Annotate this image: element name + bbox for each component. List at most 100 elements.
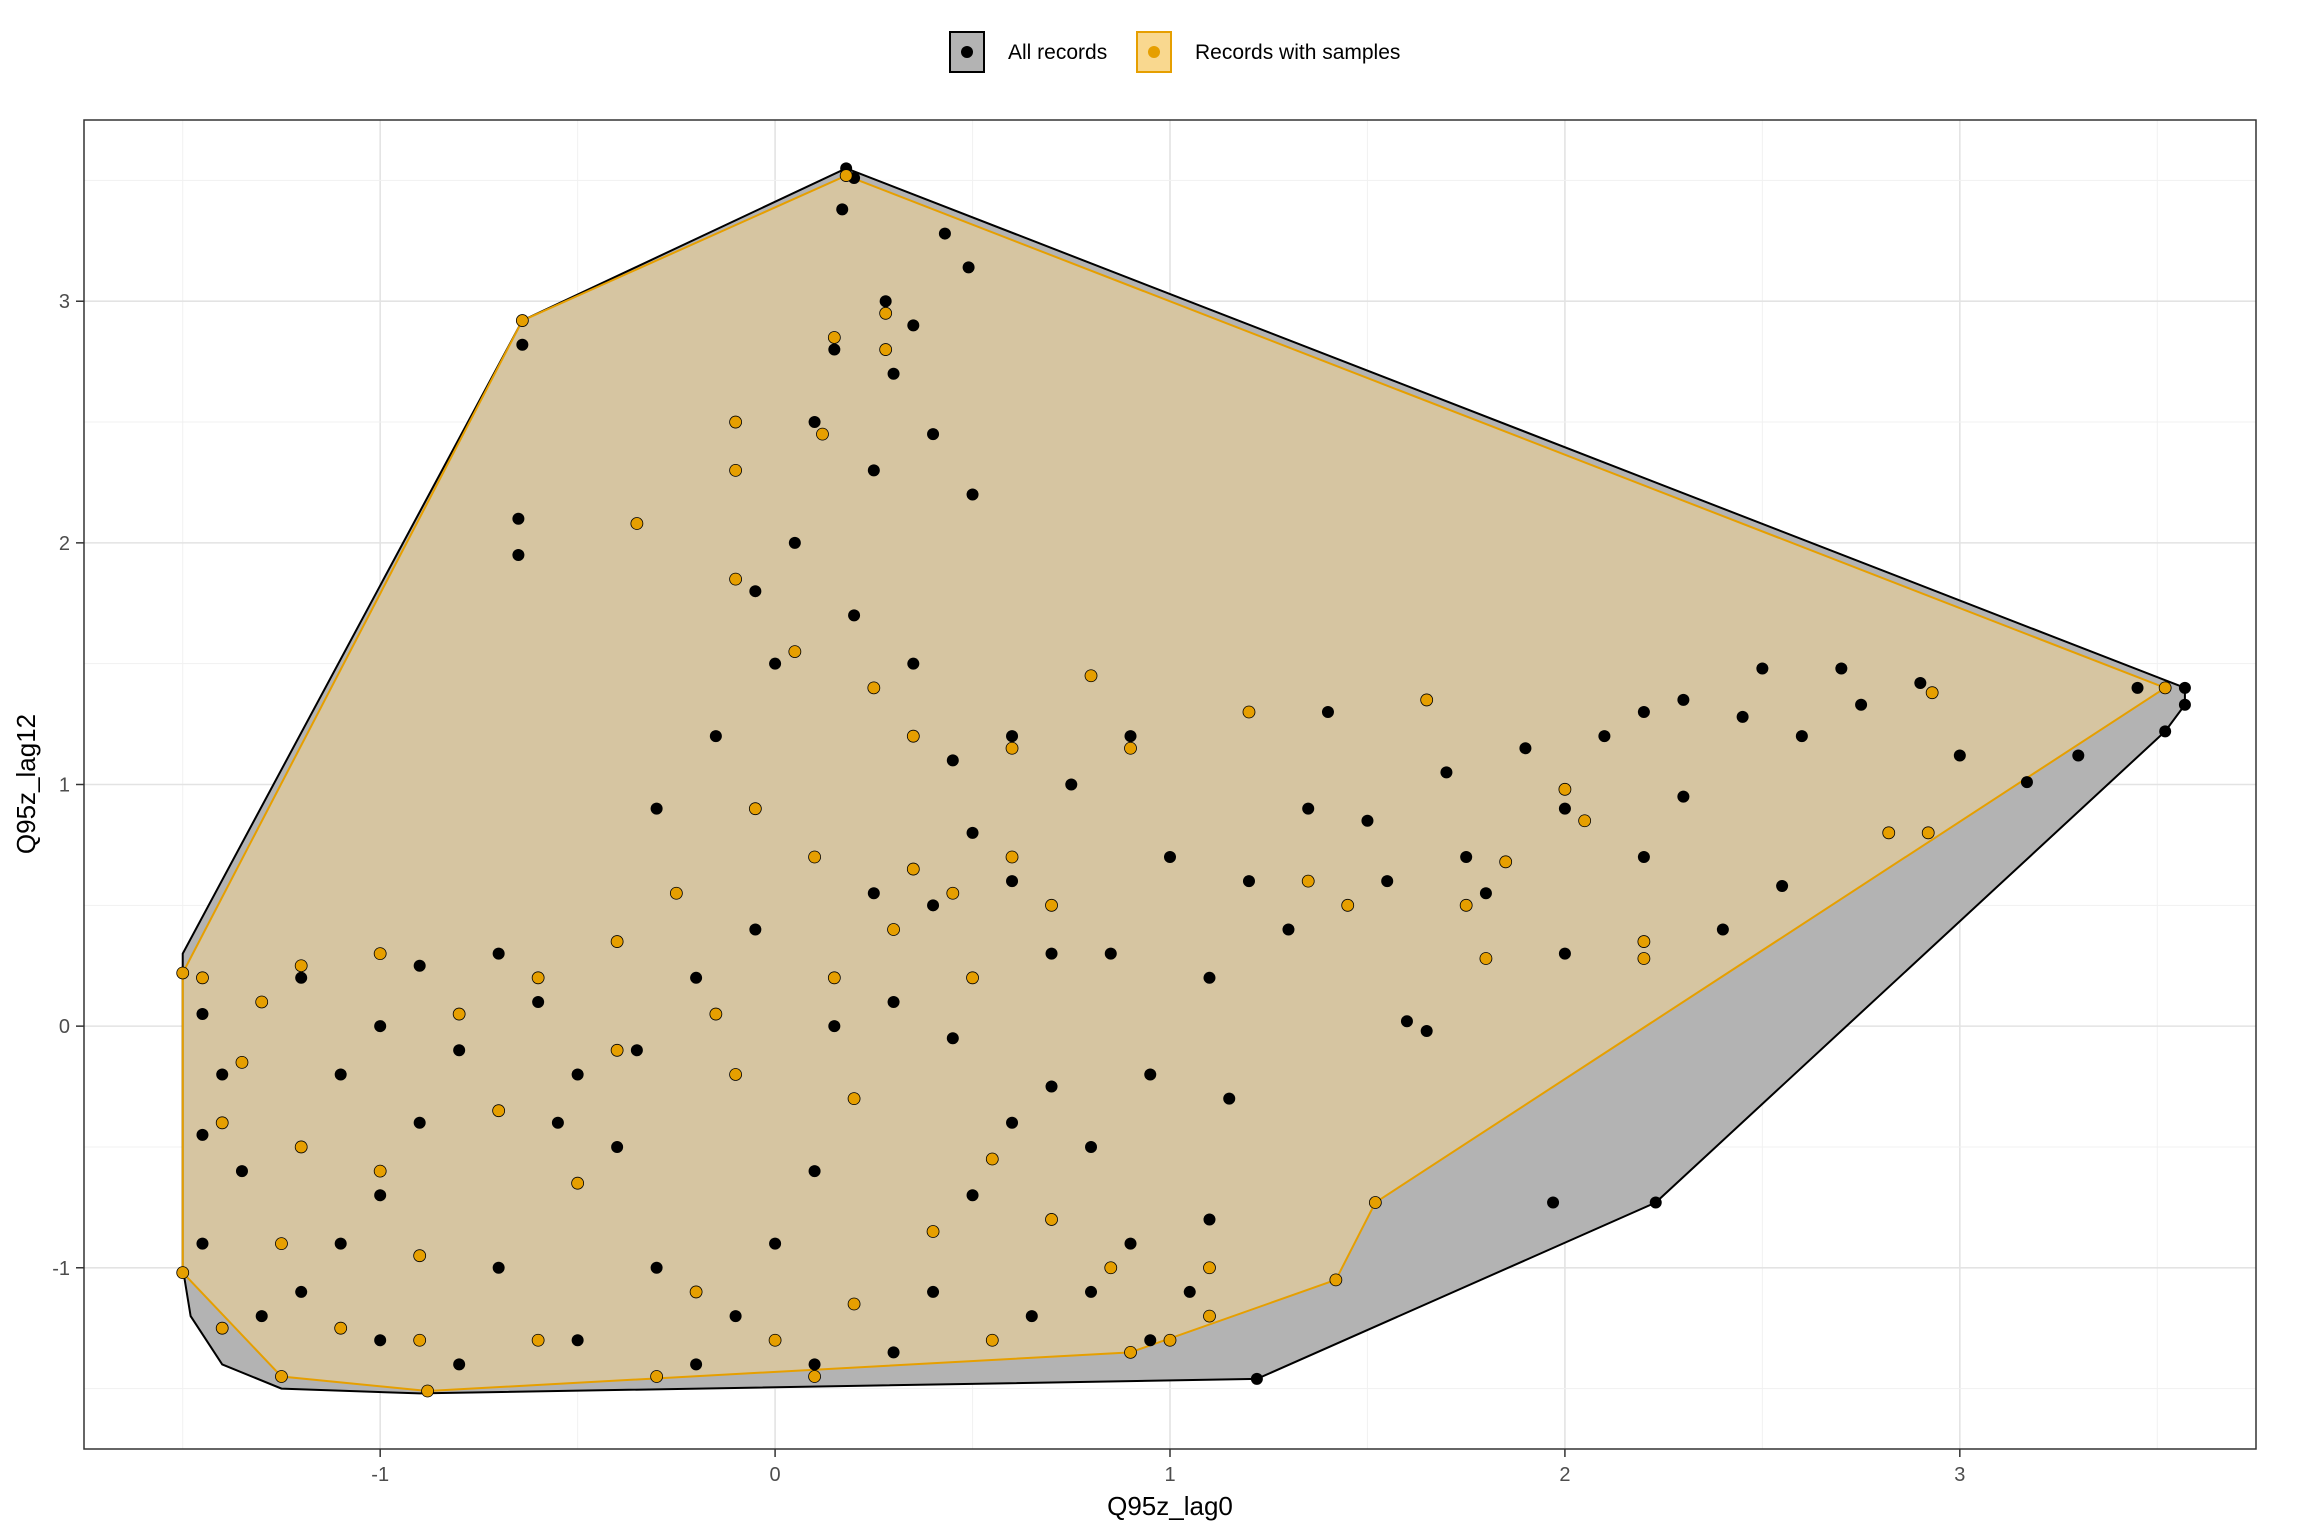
point-records-with-samples bbox=[808, 850, 821, 864]
point-all-records bbox=[927, 899, 940, 912]
point-all-records bbox=[1649, 1196, 1662, 1209]
point-records-with-samples bbox=[966, 971, 979, 985]
point-records-with-samples bbox=[1005, 850, 1019, 864]
point-records-with-samples bbox=[515, 314, 529, 327]
legend-label-records-with-samples: Records with samples bbox=[1195, 41, 1400, 64]
point-records-with-samples bbox=[839, 169, 853, 182]
point-records-with-samples bbox=[531, 1333, 545, 1347]
point-all-records bbox=[1302, 802, 1315, 815]
point-records-with-samples bbox=[1368, 1196, 1382, 1209]
point-all-records bbox=[196, 1237, 209, 1250]
point-all-records bbox=[295, 1285, 308, 1298]
point-all-records bbox=[887, 367, 900, 380]
point-records-with-samples bbox=[985, 1333, 999, 1347]
point-all-records bbox=[516, 338, 529, 351]
point-all-records bbox=[2159, 725, 2172, 738]
point-all-records bbox=[966, 488, 979, 501]
y-tick-label: 2 bbox=[59, 533, 70, 555]
point-records-with-samples bbox=[689, 1285, 703, 1299]
point-records-with-samples bbox=[1084, 669, 1098, 683]
point-records-with-samples bbox=[294, 959, 308, 973]
point-records-with-samples bbox=[1242, 705, 1256, 719]
point-records-with-samples bbox=[729, 572, 742, 586]
point-records-with-samples bbox=[1459, 898, 1473, 912]
point-all-records bbox=[966, 1189, 979, 1202]
point-records-with-samples bbox=[748, 802, 762, 816]
point-all-records bbox=[1124, 730, 1137, 743]
point-all-records bbox=[887, 995, 900, 1008]
point-all-records bbox=[1045, 947, 1058, 960]
point-all-records bbox=[2131, 681, 2144, 694]
point-all-records bbox=[690, 971, 703, 984]
point-all-records bbox=[828, 1020, 841, 1033]
point-all-records bbox=[2072, 749, 2085, 762]
point-records-with-samples bbox=[906, 729, 920, 743]
point-records-with-samples bbox=[946, 886, 960, 900]
point-all-records bbox=[1460, 850, 1473, 863]
point-all-records bbox=[927, 428, 940, 441]
point-all-records bbox=[1085, 1285, 1098, 1298]
point-records-with-samples bbox=[334, 1321, 348, 1335]
point-records-with-samples bbox=[275, 1370, 288, 1383]
point-records-with-samples bbox=[1637, 935, 1651, 948]
point-records-with-samples bbox=[847, 1092, 861, 1106]
point-all-records bbox=[729, 1310, 742, 1323]
point-all-records bbox=[1519, 742, 1532, 755]
point-records-with-samples bbox=[1558, 782, 1572, 796]
point-records-with-samples bbox=[808, 1370, 821, 1383]
point-records-with-samples bbox=[413, 1249, 427, 1263]
point-all-records bbox=[1321, 706, 1334, 719]
y-tick-label: 0 bbox=[59, 1016, 70, 1038]
point-all-records bbox=[1914, 677, 1927, 690]
point-all-records bbox=[1065, 778, 1078, 791]
point-all-records bbox=[1598, 730, 1611, 743]
point-all-records bbox=[650, 802, 663, 815]
point-all-records bbox=[1361, 814, 1374, 827]
point-records-with-samples bbox=[768, 1333, 782, 1347]
point-all-records bbox=[1677, 693, 1690, 706]
point-all-records bbox=[512, 548, 525, 561]
point-all-records bbox=[867, 887, 880, 900]
point-all-records bbox=[690, 1358, 703, 1371]
point-all-records bbox=[1440, 766, 1453, 779]
point-records-with-samples bbox=[847, 1297, 861, 1311]
point-records-with-samples bbox=[709, 1007, 723, 1021]
point-all-records bbox=[334, 1068, 347, 1081]
legend-label-all-records: All records bbox=[1008, 41, 1107, 64]
point-records-with-samples bbox=[531, 971, 545, 985]
x-tick-label: 2 bbox=[1559, 1464, 1570, 1486]
point-records-with-samples bbox=[1124, 741, 1137, 755]
point-all-records bbox=[1006, 875, 1019, 888]
point-records-with-samples bbox=[650, 1370, 664, 1383]
point-all-records bbox=[867, 464, 880, 477]
point-all-records bbox=[453, 1044, 466, 1057]
point-all-records bbox=[848, 609, 861, 622]
point-all-records bbox=[808, 1358, 821, 1371]
x-tick-label: 1 bbox=[1164, 1464, 1175, 1486]
point-records-with-samples bbox=[1301, 874, 1315, 888]
point-records-with-samples bbox=[1882, 826, 1896, 840]
point-records-with-samples bbox=[610, 1043, 624, 1057]
point-all-records bbox=[453, 1358, 466, 1371]
y-tick-label: -1 bbox=[52, 1258, 70, 1280]
x-tick-label: 0 bbox=[770, 1464, 781, 1486]
point-records-with-samples bbox=[729, 463, 742, 477]
point-all-records bbox=[938, 227, 951, 240]
point-all-records bbox=[413, 959, 426, 972]
point-records-with-samples bbox=[1203, 1261, 1216, 1275]
point-records-with-samples bbox=[630, 517, 644, 530]
point-all-records bbox=[1835, 662, 1848, 675]
legend-marker-records-with-samples bbox=[1148, 46, 1160, 58]
point-all-records bbox=[769, 657, 782, 670]
point-all-records bbox=[808, 1165, 821, 1178]
point-all-records bbox=[1420, 1024, 1433, 1037]
point-records-with-samples bbox=[1420, 693, 1434, 707]
point-records-with-samples bbox=[816, 427, 829, 441]
point-records-with-samples bbox=[294, 1140, 308, 1154]
point-all-records bbox=[836, 203, 849, 216]
point-records-with-samples bbox=[1925, 686, 1939, 700]
point-all-records bbox=[1776, 879, 1789, 892]
y-axis-title: Q95z_lag12 bbox=[11, 714, 41, 854]
point-records-with-samples bbox=[610, 935, 624, 948]
point-all-records bbox=[1637, 850, 1650, 863]
